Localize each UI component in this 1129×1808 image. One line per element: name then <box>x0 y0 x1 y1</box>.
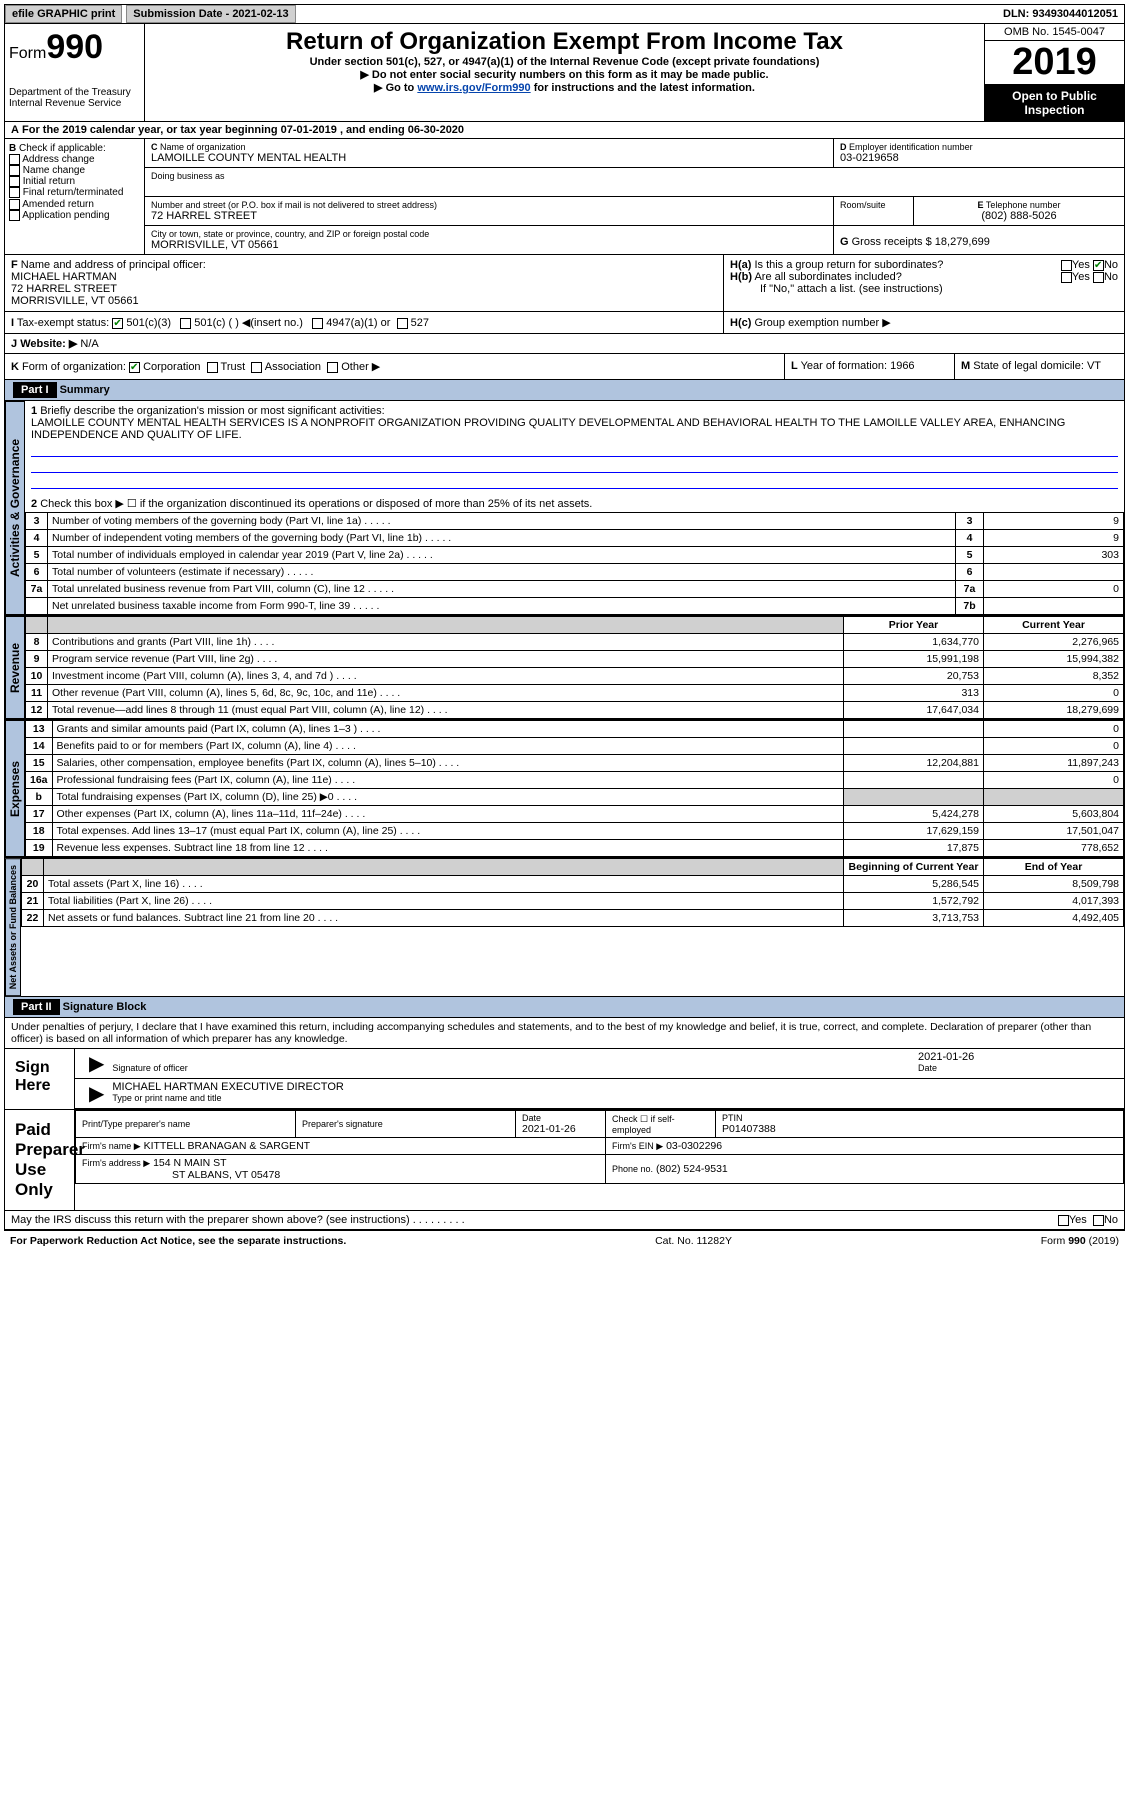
form-number: Form990 <box>9 28 140 67</box>
dln-label: DLN: 93493044012051 <box>997 6 1124 22</box>
part-i-header: Part I Summary <box>4 380 1125 401</box>
omb-label: OMB No. 1545-0047 <box>985 24 1124 41</box>
ein-value: 03-0219658 <box>840 152 1118 164</box>
dba-value <box>151 181 1118 193</box>
topbar: efile GRAPHIC print Submission Date - 20… <box>4 4 1125 24</box>
declaration: Under penalties of perjury, I declare th… <box>4 1018 1125 1049</box>
submission-date-button[interactable]: Submission Date - 2021-02-13 <box>126 5 295 23</box>
paid-preparer-label: Paid Preparer Use Only <box>5 1110 75 1210</box>
form-subtitle: Under section 501(c), 527, or 4947(a)(1)… <box>153 56 976 68</box>
goto-note: Go to www.irs.gov/Form990 for instructio… <box>153 81 976 94</box>
ssn-note: Do not enter social security numbers on … <box>153 68 976 81</box>
form-header: Form990 Department of the Treasury Inter… <box>4 24 1125 122</box>
period-row: A For the 2019 calendar year, or tax yea… <box>4 122 1125 139</box>
activities-governance: Activities & Governance 1 Briefly descri… <box>4 401 1125 616</box>
part-ii-header: Part II Signature Block <box>4 997 1125 1018</box>
city-value: MORRISVILLE, VT 05661 <box>151 239 827 251</box>
section-b: B Check if applicable: Address change Na… <box>5 139 145 254</box>
efile-button[interactable]: efile GRAPHIC print <box>5 5 122 23</box>
tax-year: 2019 <box>985 41 1124 85</box>
check-final[interactable]: Final return/terminated <box>9 187 140 198</box>
check-initial[interactable]: Initial return <box>9 176 140 187</box>
entity-block: B Check if applicable: Address change Na… <box>4 139 1125 255</box>
check-address[interactable]: Address change <box>9 154 140 165</box>
irs-link[interactable]: www.irs.gov/Form990 <box>417 82 530 94</box>
check-amended[interactable]: Amended return <box>9 199 140 210</box>
footer: For Paperwork Reduction Act Notice, see … <box>4 1230 1125 1251</box>
expenses-section: Expenses 13Grants and similar amounts pa… <box>4 720 1125 858</box>
net-assets-section: Net Assets or Fund Balances Beginning of… <box>4 858 1125 997</box>
check-pending[interactable]: Application pending <box>9 210 140 221</box>
dept-label: Department of the Treasury Internal Reve… <box>9 87 140 109</box>
officer-street: 72 HARREL STREET <box>11 283 717 295</box>
sign-here-label: Sign Here <box>5 1049 75 1109</box>
revenue-section: Revenue Prior YearCurrent Year8Contribut… <box>4 616 1125 720</box>
mission-text: LAMOILLE COUNTY MENTAL HEALTH SERVICES I… <box>31 417 1065 441</box>
officer-city: MORRISVILLE, VT 05661 <box>11 295 717 307</box>
open-public-label: Open to Public Inspection <box>985 85 1124 121</box>
officer-name: MICHAEL HARTMAN <box>11 271 717 283</box>
officer-block: F Name and address of principal officer:… <box>4 255 1125 312</box>
street-value: 72 HARREL STREET <box>151 210 827 222</box>
discuss-row: May the IRS discuss this return with the… <box>4 1211 1125 1230</box>
phone-value: (802) 888-5026 <box>920 210 1118 222</box>
gross-receipts: 18,279,699 <box>935 236 990 248</box>
org-name: LAMOILLE COUNTY MENTAL HEALTH <box>151 152 827 164</box>
form-title: Return of Organization Exempt From Incom… <box>153 28 976 56</box>
officer-print: MICHAEL HARTMAN EXECUTIVE DIRECTOR <box>112 1081 1118 1093</box>
firm-name: KITTELL BRANAGAN & SARGENT <box>144 1140 310 1152</box>
website-value: N/A <box>80 338 98 350</box>
check-name[interactable]: Name change <box>9 165 140 176</box>
